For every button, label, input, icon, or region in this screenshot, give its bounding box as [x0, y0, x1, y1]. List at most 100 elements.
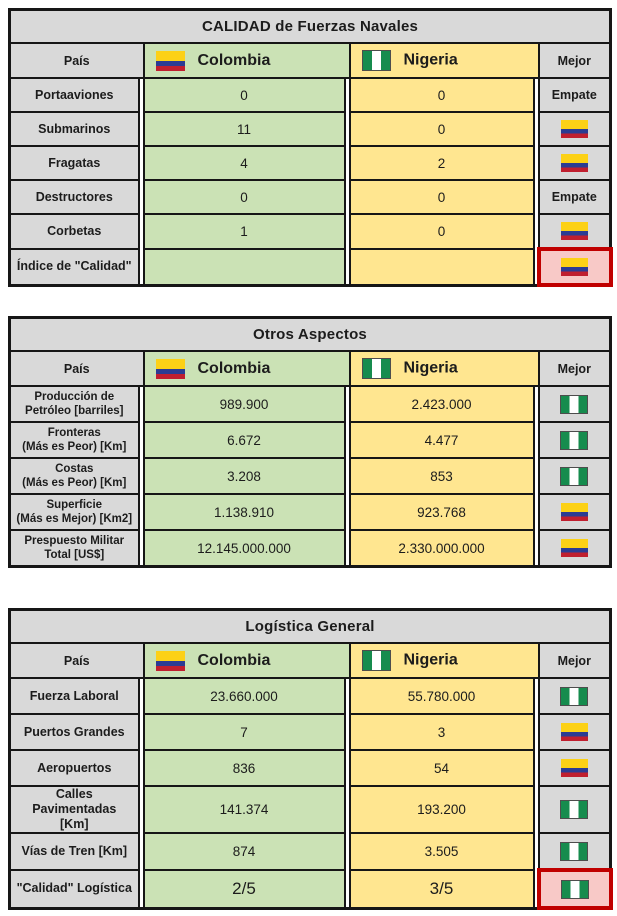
nigeria-value-cell: 2.330.000.000 [348, 529, 535, 568]
spacer-cell [344, 422, 350, 458]
colombia-flag-icon [155, 50, 185, 71]
column-header-row: País Colombia Nigeria Mejor [8, 350, 612, 387]
nigeria-value-cell: 193.200 [348, 785, 535, 834]
spacer-cell [344, 78, 350, 112]
table-title: Otros Aspectos [8, 316, 612, 352]
spacer-cell [533, 750, 539, 786]
colombia-header: Colombia [142, 42, 351, 79]
row-label-cell: Costas (Más es Peor) [Km] [8, 457, 140, 495]
mejor-cell [537, 385, 612, 423]
colombia-value-cell: 874 [142, 832, 346, 871]
nigeria-header: Nigeria [348, 42, 540, 79]
nigeria-flag-icon [361, 50, 391, 71]
nigeria-flag-icon [361, 358, 391, 379]
colombia-flag-icon [560, 759, 588, 777]
comparison-table-calidad-fuerzas-navales: CALIDAD de Fuerzas Navales País Colombia Ni… [8, 8, 613, 287]
spacer-cell [533, 249, 539, 285]
table-row: Destructores 0 0 Empate [8, 179, 612, 215]
colombia-value-cell: 1.138.910 [142, 493, 346, 531]
table-row: Fuerza Laboral 23.660.000 55.780.000 [8, 677, 612, 715]
mejor-header: Mejor [537, 350, 612, 387]
comparison-table-logistica-general: Logística General País Colombia Nigeria Mejo… [8, 608, 613, 910]
spacer-cell [344, 458, 350, 494]
nigeria-flag-icon [560, 394, 589, 414]
spacer-cell [533, 78, 539, 112]
row-label-cell: Fronteras (Más es Peor) [Km] [8, 421, 140, 459]
colombia-flag-icon [560, 723, 588, 741]
table-row: Prespuesto Militar Total [US$] 12.145.000… [8, 529, 612, 568]
table-title-row: Otros Aspectos [8, 316, 612, 352]
colombia-value-cell: 23.660.000 [142, 677, 346, 715]
mejor-cell [537, 421, 612, 459]
spacer-cell [344, 180, 350, 214]
spacer-cell [138, 870, 144, 908]
table-row: Submarinos 11 0 [8, 111, 612, 147]
table-row: Aeropuertos 836 54 [8, 749, 612, 787]
spacer-cell [533, 786, 539, 833]
best-overall-highlight-cell [536, 868, 613, 910]
colombia-value-cell: 1 [142, 213, 346, 250]
spacer-cell [138, 458, 144, 494]
spacer-cell [344, 386, 350, 422]
table-title-row: Logística General [8, 608, 612, 644]
table-title: CALIDAD de Fuerzas Navales [8, 8, 612, 44]
nigeria-value-cell: 55.780.000 [348, 677, 535, 715]
spacer-cell [344, 146, 350, 180]
mejor-cell [537, 677, 612, 715]
spacer-cell [344, 833, 350, 870]
colombia-flag-icon [560, 539, 588, 557]
nigeria-flag-icon [560, 686, 589, 706]
table-row: Producción de Petróleo [barriles] 989.900… [8, 385, 612, 423]
nigeria-value-cell: 0 [348, 213, 535, 250]
mejor-cell [537, 457, 612, 495]
table-row: Costas (Más es Peor) [Km] 3.208 853 [8, 457, 612, 495]
row-label-cell: Producción de Petróleo [barriles] [8, 385, 140, 423]
spacer-cell [344, 494, 350, 530]
pais-header: País [8, 42, 145, 79]
colombia-header: Colombia [142, 350, 351, 387]
colombia-flag-icon [560, 154, 588, 172]
spacer-cell [533, 112, 539, 146]
spacer-cell [533, 530, 539, 567]
nigeria-value-cell: 3/5 [348, 869, 535, 909]
nigeria-flag-icon [560, 466, 589, 486]
spacer-cell [533, 422, 539, 458]
nigeria-value-cell: 923.768 [348, 493, 535, 531]
nigeria-value-cell: 0 [348, 111, 535, 147]
pais-header: País [8, 642, 145, 679]
colombia-value-cell [142, 248, 346, 286]
row-label-cell: Vías de Tren [Km] [8, 832, 140, 871]
row-label-cell: Superficie (Más es Mejor) [Km2] [8, 493, 140, 531]
mejor-cell [537, 145, 612, 181]
spacer-cell [138, 386, 144, 422]
table-row: Fragatas 4 2 [8, 145, 612, 181]
colombia-value-cell: 989.900 [142, 385, 346, 423]
column-header-row: País Colombia Nigeria Mejor [8, 42, 612, 79]
row-label-cell: Corbetas [8, 213, 140, 250]
spacer-cell [138, 214, 144, 249]
table-row: Superficie (Más es Mejor) [Km2] 1.138.910… [8, 493, 612, 531]
row-label-cell: Fragatas [8, 145, 140, 181]
row-label-cell: Portaaviones [8, 77, 140, 113]
spacer-cell [138, 833, 144, 870]
nigeria-value-cell: 2.423.000 [348, 385, 535, 423]
spacer-cell [344, 530, 350, 567]
table-row: Corbetas 1 0 [8, 213, 612, 250]
table-row: Portaaviones 0 0 Empate [8, 77, 612, 113]
spacer-cell [138, 530, 144, 567]
mejor-cell [537, 111, 612, 147]
table-row: "Calidad" Logística 2/5 3/5 [8, 868, 613, 910]
nigeria-flag-icon [560, 800, 589, 819]
spacer-cell [533, 146, 539, 180]
spacer-cell [533, 458, 539, 494]
table-row: Fronteras (Más es Peor) [Km] 6.672 4.477 [8, 421, 612, 459]
colombia-value-cell: 0 [142, 77, 346, 113]
colombia-header-label: Colombia [197, 359, 271, 377]
spacer-cell [344, 750, 350, 786]
spacer-cell [533, 214, 539, 249]
nigeria-header-label: Nigeria [403, 359, 458, 377]
spacer-cell [344, 214, 350, 249]
colombia-value-cell: 836 [142, 749, 346, 787]
table-row: Vías de Tren [Km] 874 3.505 [8, 832, 612, 871]
colombia-value-cell: 0 [142, 179, 346, 215]
